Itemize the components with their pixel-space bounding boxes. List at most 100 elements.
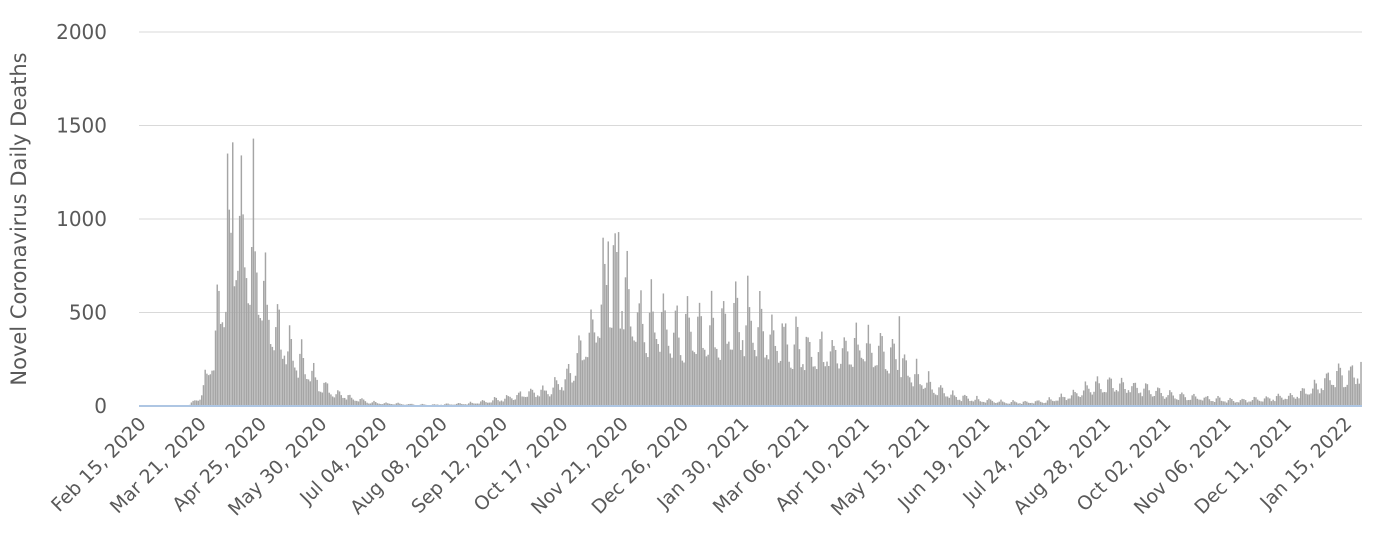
daily-deaths-bar [1291, 395, 1293, 406]
daily-deaths-bar [502, 401, 504, 406]
daily-deaths-bar [915, 358, 918, 406]
daily-deaths-bar [531, 389, 534, 406]
daily-deaths-bar [573, 380, 575, 406]
daily-deaths-bar [872, 367, 875, 406]
daily-deaths-bar [741, 340, 744, 406]
daily-deaths-bar [1265, 396, 1267, 406]
daily-deaths-bar [469, 401, 472, 406]
daily-deaths-bar [743, 356, 746, 406]
daily-deaths-bar [1193, 393, 1195, 406]
daily-deaths-bar [526, 396, 529, 406]
daily-deaths-bar [941, 387, 944, 406]
daily-deaths-bar [1255, 397, 1257, 406]
daily-deaths-bar [1162, 396, 1164, 406]
daily-deaths-bar [249, 304, 251, 406]
daily-deaths-bar [967, 398, 969, 406]
daily-deaths-bar [762, 331, 765, 406]
daily-deaths-bar [1194, 396, 1197, 406]
daily-deaths-bar [1260, 401, 1262, 406]
daily-deaths-bar [605, 285, 608, 406]
daily-deaths-bar [1150, 394, 1152, 406]
daily-deaths-bar [988, 398, 990, 406]
daily-deaths-bar [221, 322, 224, 406]
daily-deaths-bar [845, 340, 847, 406]
daily-deaths-bar [781, 323, 783, 406]
daily-deaths-bar [347, 395, 349, 406]
daily-deaths-bar [1008, 403, 1011, 406]
daily-deaths-bar [340, 395, 342, 406]
daily-deaths-bar [652, 311, 654, 406]
daily-deaths-bar [914, 374, 916, 406]
daily-deaths-bar [1077, 396, 1080, 406]
daily-deaths-bar [890, 347, 892, 406]
daily-deaths-bar [1206, 396, 1209, 406]
daily-deaths-bar [621, 310, 623, 406]
daily-deaths-bar [1003, 402, 1006, 406]
daily-deaths-bar [1177, 399, 1180, 406]
daily-deaths-bar [667, 345, 670, 406]
y-tick-label: 500 [69, 301, 107, 325]
daily-deaths-bar [1213, 402, 1216, 406]
daily-deaths-bar [1224, 401, 1226, 406]
daily-deaths-bar [731, 349, 734, 406]
daily-deaths-bar [276, 304, 279, 406]
daily-deaths-bar [387, 403, 389, 406]
daily-deaths-bar [211, 370, 213, 406]
daily-deaths-bar [898, 316, 901, 406]
daily-deaths-bar [907, 375, 909, 406]
daily-deaths-bar [812, 366, 814, 406]
daily-deaths-bar [245, 278, 248, 406]
daily-deaths-bar [399, 403, 401, 406]
daily-deaths-bar [671, 357, 673, 406]
daily-deaths-bar [1007, 403, 1009, 406]
daily-deaths-bar [895, 359, 897, 406]
daily-deaths-bar [581, 360, 584, 406]
daily-deaths-bar [206, 373, 208, 406]
daily-deaths-bar [359, 399, 361, 406]
daily-deaths-bar [511, 398, 513, 406]
daily-deaths-bar [1053, 401, 1056, 406]
daily-deaths-bar [409, 403, 411, 406]
daily-deaths-bar [1139, 392, 1142, 406]
daily-deaths-bar [1015, 402, 1018, 406]
daily-deaths-bar [748, 307, 751, 406]
daily-deaths-bar [1277, 393, 1280, 406]
daily-deaths-bar [685, 313, 687, 406]
daily-deaths-bar [722, 301, 725, 406]
daily-deaths-bar [795, 316, 797, 406]
daily-deaths-bar [550, 394, 553, 406]
y-tick-label: 2000 [56, 20, 107, 44]
daily-deaths-bar [800, 367, 802, 406]
daily-deaths-bar [343, 397, 346, 406]
daily-deaths-bar [719, 359, 721, 406]
daily-deaths-bar [1358, 383, 1361, 406]
daily-deaths-bar [802, 364, 804, 406]
daily-deaths-bar [228, 209, 231, 406]
daily-deaths-bar [1005, 403, 1007, 406]
daily-deaths-bar [1298, 398, 1300, 406]
daily-deaths-bar [1317, 389, 1319, 406]
daily-deaths-bar [312, 362, 315, 406]
daily-deaths-bar [877, 345, 880, 406]
daily-deaths-bar [905, 360, 907, 406]
daily-deaths-bar [1167, 395, 1169, 406]
daily-deaths-bar [970, 400, 973, 406]
daily-deaths-bar [516, 395, 518, 406]
daily-deaths-bar [579, 340, 582, 406]
daily-deaths-bar [325, 382, 327, 406]
daily-deaths-bar [717, 357, 720, 406]
daily-deaths-bar [342, 397, 344, 406]
daily-deaths-bar [1318, 393, 1321, 406]
daily-deaths-bar [619, 328, 622, 406]
daily-deaths-bar [1101, 392, 1104, 406]
daily-deaths-bar [1332, 385, 1335, 406]
daily-deaths-bar [738, 332, 740, 406]
y-axis-label: Novel Coronavirus Daily Deaths [7, 52, 31, 385]
daily-deaths-bar [371, 402, 373, 406]
daily-deaths-bar [1315, 383, 1317, 406]
daily-deaths-bar [492, 400, 494, 406]
daily-deaths-bar [1064, 397, 1066, 406]
daily-deaths-bar [319, 391, 322, 406]
daily-deaths-bar [300, 339, 303, 406]
daily-deaths-bar [728, 341, 730, 406]
